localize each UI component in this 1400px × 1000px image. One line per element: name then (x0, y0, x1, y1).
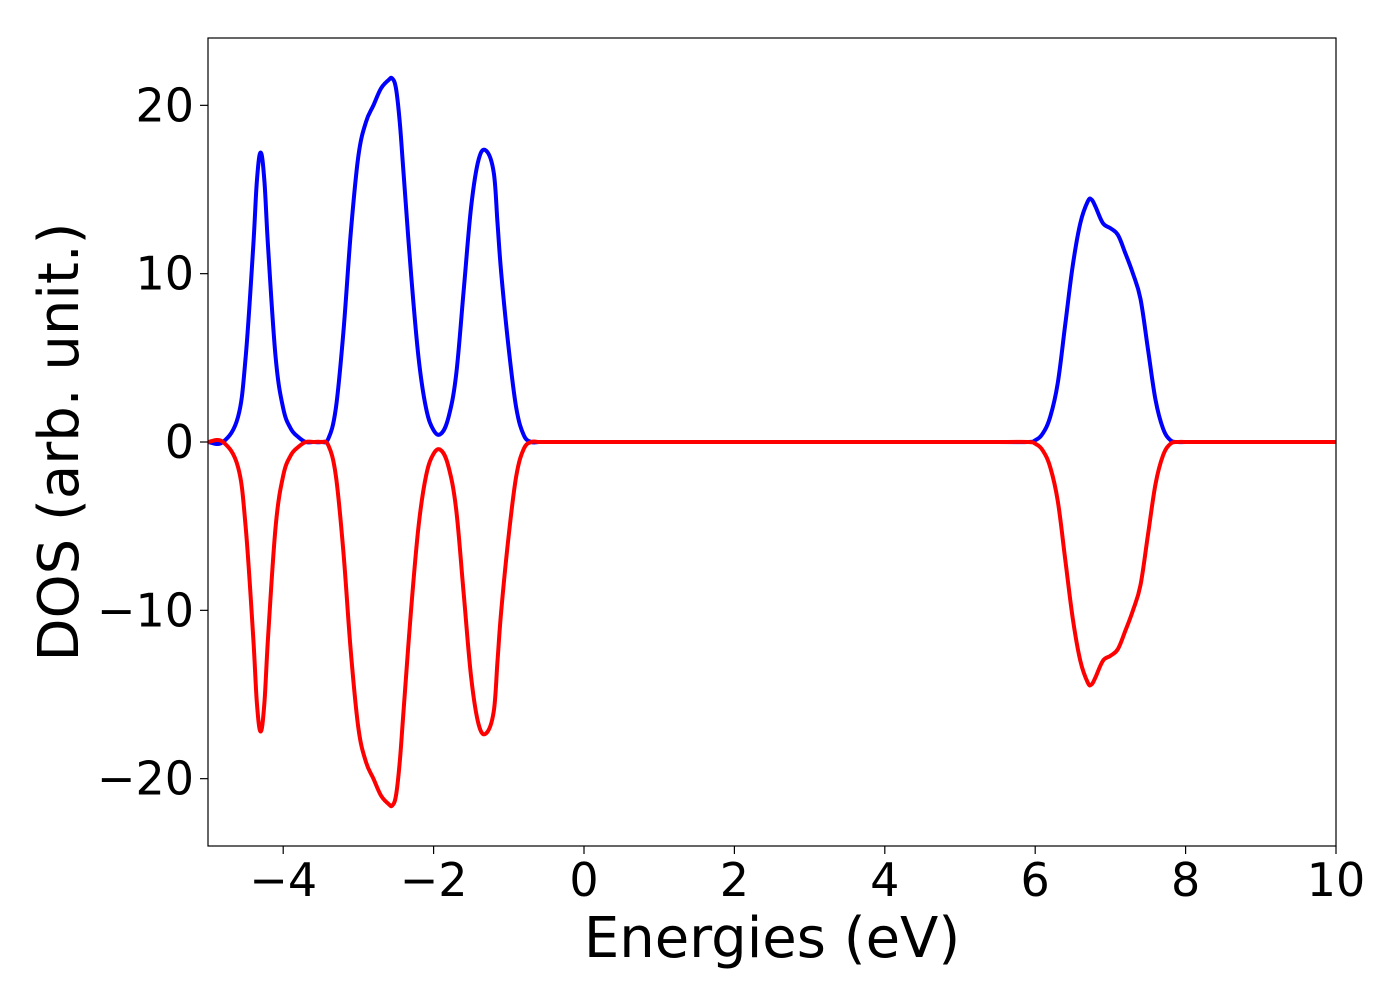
x-axis-label: Energies (eV) (584, 906, 960, 971)
x-tick-label: 2 (720, 853, 749, 907)
y-tick-label: −10 (97, 583, 194, 637)
y-tick-label: 10 (135, 247, 194, 301)
x-axis: −4 −2 0 2 4 6 8 10 (249, 846, 1365, 907)
y-axis-label: DOS (arb. unit.) (27, 222, 92, 661)
x-tick-label: 4 (870, 853, 899, 907)
y-tick-label: 20 (135, 78, 194, 132)
dos-series-line-up (207, 75, 1336, 446)
y-axis: −20 −10 0 10 20 (97, 78, 208, 806)
x-tick-label: 8 (1171, 853, 1200, 907)
x-tick-label: 0 (569, 853, 598, 907)
x-tick-label: −2 (400, 853, 468, 907)
plot-lines (207, 75, 1336, 809)
y-tick-label: 0 (165, 415, 194, 469)
dos-series-line-down (207, 438, 1336, 809)
x-tick-label: 10 (1307, 853, 1366, 907)
y-tick-label: −20 (97, 752, 194, 806)
x-tick-label: −4 (249, 853, 317, 907)
x-tick-label: 6 (1021, 853, 1050, 907)
